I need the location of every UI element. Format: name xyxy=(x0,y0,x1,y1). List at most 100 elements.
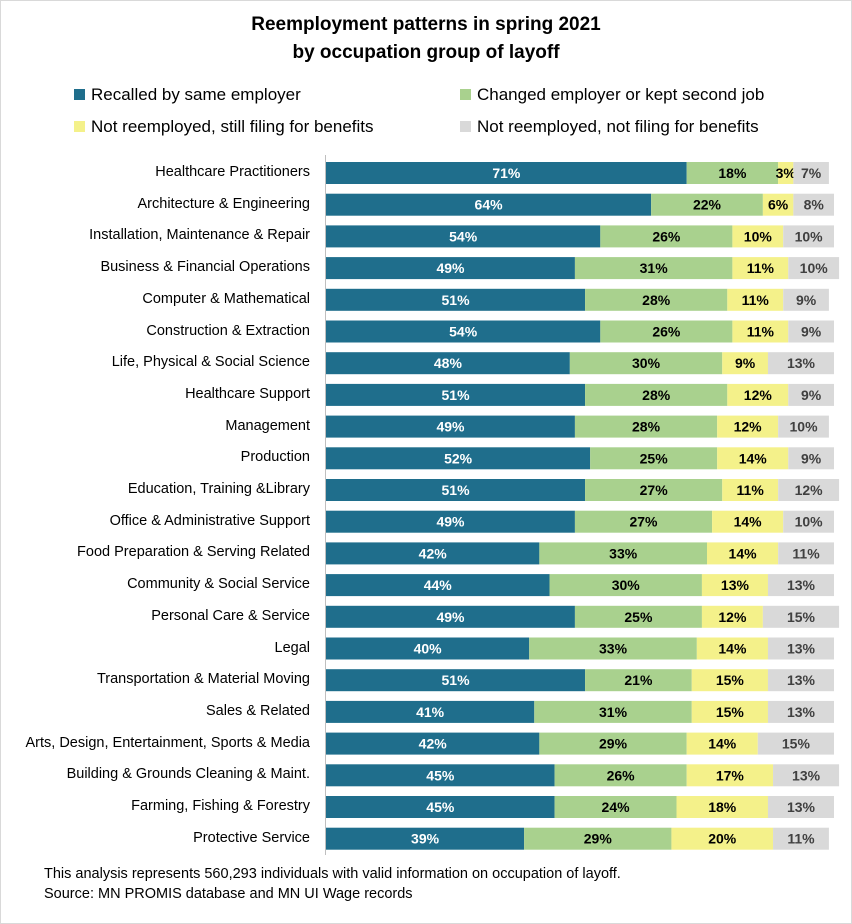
bar-business-financial-operations-series-3 xyxy=(788,257,840,280)
bar-life-physical-social-science-series-0 xyxy=(326,352,570,375)
bar-protective-service-series-2 xyxy=(671,827,774,850)
data-label-farming-fishing-forestry-series-3: 13% xyxy=(787,799,816,815)
bar-management-series-0 xyxy=(326,415,575,438)
data-label-arts-design-entertainment-sports-media-series-3: 15% xyxy=(782,736,811,752)
data-label-protective-service-series-2: 20% xyxy=(708,831,737,847)
category-label-healthcare-practitioners: Healthcare Practitioners xyxy=(155,164,310,180)
bar-architecture-engineering-series-3 xyxy=(793,193,834,216)
bar-community-social-service-series-0 xyxy=(326,574,550,597)
data-label-installation-maintenance-repair-series-0: 54% xyxy=(449,228,478,244)
category-label-education-training-library: Education, Training &Library xyxy=(127,481,310,497)
chart-title-line2: by occupation group of layoff xyxy=(292,42,560,63)
data-label-food-preparation-serving-related-series-2: 14% xyxy=(729,545,758,561)
bar-community-social-service-series-1 xyxy=(549,574,702,597)
bar-construction-extraction-series-0 xyxy=(326,320,601,343)
category-label-installation-maintenance-repair: Installation, Maintenance & Repair xyxy=(89,227,310,244)
data-label-life-physical-social-science-series-1: 30% xyxy=(632,355,661,371)
bar-legal-series-1 xyxy=(529,637,697,660)
legend-item-not-filing: Not reemployed, not filing for benefits xyxy=(460,117,759,137)
legend-label-changed: Changed employer or kept second job xyxy=(477,85,765,104)
data-label-food-preparation-serving-related-series-3: 11% xyxy=(792,545,820,561)
footnote-line1: This analysis represents 560,293 individ… xyxy=(44,866,621,882)
category-label-food-preparation-serving-related: Food Preparation & Serving Related xyxy=(77,544,310,561)
bar-sales-related-series-3 xyxy=(767,700,834,723)
bar-farming-fishing-forestry-series-2 xyxy=(676,796,768,818)
legend-label-not-filing: Not reemployed, not filing for benefits xyxy=(477,117,759,136)
category-label-community-social-service: Community & Social Service xyxy=(127,576,310,593)
bar-life-physical-social-science-series-3 xyxy=(767,352,834,375)
bar-production-series-0 xyxy=(326,447,591,470)
data-label-office-administrative-support-series-2: 14% xyxy=(734,514,763,530)
bar-education-training-library-series-1 xyxy=(585,479,723,501)
data-label-architecture-engineering-series-0: 64% xyxy=(475,197,504,213)
bar-legal-series-0 xyxy=(326,637,530,660)
data-label-architecture-engineering-series-3: 8% xyxy=(804,197,825,213)
data-label-healthcare-practitioners-series-0: 71% xyxy=(492,165,521,181)
legend-item-changed: Changed employer or kept second job xyxy=(460,85,764,105)
bar-office-administrative-support-series-1 xyxy=(574,510,713,533)
data-label-farming-fishing-forestry-series-2: 18% xyxy=(708,799,737,815)
category-label-arts-design-entertainment-sports-media: Arts, Design, Entertainment, Sports & Me… xyxy=(25,734,311,751)
bar-food-preparation-serving-related-series-3 xyxy=(778,542,834,565)
data-label-transportation-material-moving-series-3: 13% xyxy=(787,672,816,688)
data-label-personal-care-service-series-2: 12% xyxy=(718,609,747,625)
data-label-arts-design-entertainment-sports-media-series-0: 42% xyxy=(419,736,448,752)
category-label-office-administrative-support: Office & Administrative Support xyxy=(109,512,310,529)
category-label-life-physical-social-science: Life, Physical & Social Science xyxy=(111,354,310,371)
legend-label-still-filing: Not reemployed, still filing for benefit… xyxy=(91,117,374,136)
bar-personal-care-service-series-1 xyxy=(574,605,702,628)
data-label-production-series-0: 52% xyxy=(444,450,473,466)
footnote-line2: Source: MN PROMIS database and MN UI Wag… xyxy=(44,886,413,902)
bar-protective-service-series-3 xyxy=(773,827,829,850)
data-label-community-social-service-series-2: 13% xyxy=(721,577,750,593)
bar-life-physical-social-science-series-1 xyxy=(569,352,723,375)
bar-healthcare-support-series-2 xyxy=(727,383,789,406)
bar-personal-care-service-series-2 xyxy=(701,605,763,628)
data-label-transportation-material-moving-series-2: 15% xyxy=(716,672,745,688)
data-label-management-series-2: 12% xyxy=(734,419,763,435)
data-label-healthcare-practitioners-series-2: 3% xyxy=(776,165,797,181)
bar-computer-mathematical-series-3 xyxy=(783,288,829,311)
data-label-education-training-library-series-0: 51% xyxy=(442,482,471,498)
data-label-production-series-2: 14% xyxy=(739,450,768,466)
data-label-computer-mathematical-series-2: 11% xyxy=(742,292,770,308)
legend-swatch-not-filing xyxy=(460,121,471,132)
bar-business-financial-operations-series-1 xyxy=(574,257,733,280)
bar-production-series-1 xyxy=(590,447,718,470)
bar-arts-design-entertainment-sports-media-series-0 xyxy=(326,732,540,755)
bar-farming-fishing-forestry-series-1 xyxy=(554,796,677,818)
bar-life-physical-social-science-series-2 xyxy=(722,352,768,375)
bar-building-grounds-cleaning-maint-series-1 xyxy=(554,764,687,787)
data-label-business-financial-operations-series-0: 49% xyxy=(436,260,465,276)
bar-business-financial-operations-series-2 xyxy=(732,257,789,280)
bar-computer-mathematical-series-0 xyxy=(326,288,586,311)
legend-swatch-still-filing xyxy=(74,121,85,132)
data-label-computer-mathematical-series-3: 9% xyxy=(796,292,817,308)
bar-protective-service-series-1 xyxy=(524,827,672,850)
data-label-architecture-engineering-series-1: 22% xyxy=(693,197,722,213)
data-label-installation-maintenance-repair-series-1: 26% xyxy=(652,228,681,244)
category-label-protective-service: Protective Service xyxy=(193,829,310,846)
category-label-legal: Legal xyxy=(274,639,310,656)
bar-office-administrative-support-series-3 xyxy=(783,510,834,533)
bar-healthcare-support-series-0 xyxy=(326,383,586,406)
legend-swatch-changed xyxy=(460,89,471,100)
data-label-office-administrative-support-series-0: 49% xyxy=(436,514,465,530)
data-label-sales-related-series-0: 41% xyxy=(416,704,445,720)
bar-sales-related-series-1 xyxy=(534,700,692,723)
bar-personal-care-service-series-3 xyxy=(762,605,840,628)
data-label-computer-mathematical-series-0: 51% xyxy=(442,292,471,308)
bar-building-grounds-cleaning-maint-series-3 xyxy=(773,764,840,787)
bar-installation-maintenance-repair-series-2 xyxy=(732,225,784,248)
data-label-healthcare-practitioners-series-3: 7% xyxy=(801,165,822,181)
data-label-building-grounds-cleaning-maint-series-3: 13% xyxy=(792,767,821,783)
bar-computer-mathematical-series-2 xyxy=(727,288,784,311)
data-label-architecture-engineering-series-2: 6% xyxy=(768,197,789,213)
bar-computer-mathematical-series-1 xyxy=(585,288,728,311)
data-label-building-grounds-cleaning-maint-series-0: 45% xyxy=(426,767,455,783)
category-label-management: Management xyxy=(225,417,310,434)
data-label-transportation-material-moving-series-0: 51% xyxy=(442,672,471,688)
bar-management-series-3 xyxy=(778,415,829,438)
bar-food-preparation-serving-related-series-0 xyxy=(326,542,540,565)
category-label-construction-extraction: Construction & Extraction xyxy=(146,322,310,339)
